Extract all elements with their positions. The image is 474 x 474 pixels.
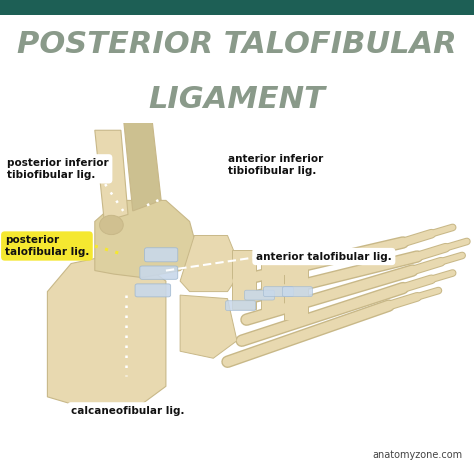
Polygon shape	[180, 295, 237, 358]
Ellipse shape	[100, 215, 123, 235]
Text: anatomyzone.com: anatomyzone.com	[372, 450, 462, 460]
Text: posterior
talofibular lig.: posterior talofibular lig.	[5, 235, 89, 257]
FancyBboxPatch shape	[135, 284, 171, 297]
Polygon shape	[284, 260, 308, 319]
FancyBboxPatch shape	[264, 287, 293, 297]
FancyBboxPatch shape	[226, 301, 255, 310]
Text: anterior inferior
tibiofibular lig.: anterior inferior tibiofibular lig.	[228, 155, 323, 176]
Text: posterior inferior
tibiofibular lig.: posterior inferior tibiofibular lig.	[7, 158, 109, 180]
Text: LIGAMENT: LIGAMENT	[148, 85, 326, 114]
FancyBboxPatch shape	[140, 266, 178, 279]
FancyBboxPatch shape	[145, 248, 178, 262]
FancyBboxPatch shape	[0, 0, 474, 15]
Polygon shape	[123, 116, 161, 211]
Text: anterior talofibular lig.: anterior talofibular lig.	[256, 252, 392, 262]
FancyBboxPatch shape	[283, 287, 312, 297]
FancyBboxPatch shape	[315, 434, 472, 474]
Polygon shape	[232, 249, 256, 309]
Polygon shape	[95, 130, 128, 221]
Text: POSTERIOR TALOFIBULAR: POSTERIOR TALOFIBULAR	[17, 30, 457, 59]
Polygon shape	[47, 256, 166, 404]
Polygon shape	[95, 201, 199, 278]
FancyBboxPatch shape	[245, 290, 274, 300]
Polygon shape	[261, 253, 284, 313]
Text: calcaneofibular lig.: calcaneofibular lig.	[71, 406, 184, 416]
Polygon shape	[180, 236, 242, 292]
